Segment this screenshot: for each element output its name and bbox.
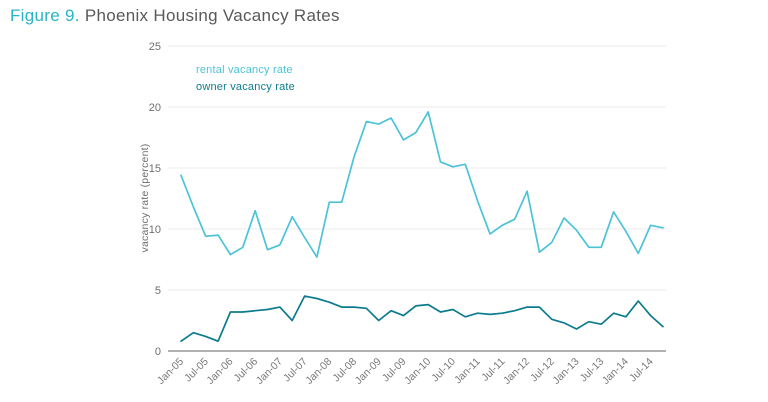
x-tick-label: Jan-09	[353, 356, 384, 387]
x-tick-label: Jan-05	[155, 356, 186, 387]
y-tick-label: 0	[155, 346, 161, 358]
x-tick-label: Jan-14	[600, 356, 631, 387]
y-tick-label: 5	[155, 285, 161, 297]
x-tick-label: Jan-08	[303, 356, 334, 387]
figure-number-label: Figure 9.	[10, 6, 80, 25]
y-tick-label: 25	[149, 41, 161, 53]
y-axis-title: vacancy rate (percent)	[139, 144, 151, 253]
legend-owner-vacancy-rate: owner vacancy rate	[196, 81, 295, 93]
y-tick-label: 20	[149, 102, 161, 114]
rental-vacancy-rate-line	[180, 111, 664, 258]
y-tick-label: 15	[149, 163, 161, 175]
x-tick-label: Jan-06	[204, 356, 235, 387]
x-tick-label: Jan-11	[452, 356, 483, 387]
y-tick-label: 10	[149, 224, 161, 236]
owner-vacancy-rate-line	[180, 295, 664, 343]
x-tick-label: Jan-10	[402, 356, 433, 387]
x-tick-label: Jan-07	[254, 356, 285, 387]
figure-title-text: Phoenix Housing Vacancy Rates	[79, 6, 340, 25]
x-tick-label: Jan-12	[501, 356, 532, 387]
x-tick-label: Jan-13	[550, 356, 581, 387]
x-tick-label: Jul-14	[627, 356, 656, 385]
figure-title: Figure 9. Phoenix Housing Vacancy Rates	[10, 6, 340, 26]
legend-rental-vacancy-rate: rental vacancy rate	[196, 64, 293, 76]
